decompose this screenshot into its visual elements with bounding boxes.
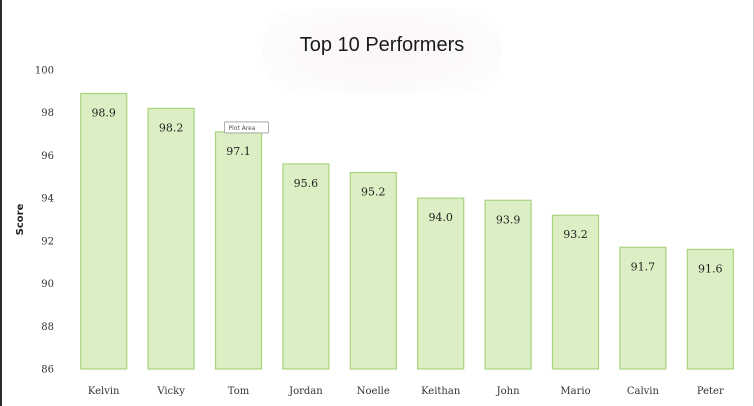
tooltip-box (224, 121, 269, 134)
data-label: 93.9 (496, 213, 521, 226)
bar-noelle[interactable] (349, 171, 397, 370)
x-tick-label: Jordan (288, 386, 323, 397)
data-label: 94.0 (428, 211, 453, 224)
bar-vicky[interactable] (147, 107, 195, 370)
tooltip-text: Plot Area (229, 125, 256, 132)
data-label: 95.2 (361, 186, 386, 199)
x-axis: Kelvin Vicky Tom Jordan Noelle Keithan John Mar… (88, 386, 724, 397)
bar-john[interactable] (484, 199, 532, 370)
bars-group: 98.9 98.2 97.1 95.6 95.2 94.0 93.9 93.2 91.7 91.6 (80, 92, 734, 370)
data-label: 93.2 (563, 228, 588, 241)
data-label: 91.7 (631, 260, 656, 273)
bar-tom[interactable] (214, 131, 263, 370)
data-label: 97.1 (226, 145, 251, 158)
data-label: 91.6 (698, 262, 723, 275)
bar-keithan[interactable] (417, 197, 465, 370)
y-tick-label: 100 (35, 66, 54, 77)
chart-title: Top 10 Performers (299, 34, 465, 56)
bar-kelvin[interactable] (80, 92, 128, 370)
x-tick-label: Mario (560, 386, 590, 397)
x-tick-label: John (496, 386, 520, 397)
x-tick-label: Peter (697, 386, 724, 397)
tooltip: Plot Area (224, 121, 269, 134)
bar-peter[interactable] (686, 248, 734, 370)
data-label: 95.6 (294, 177, 319, 190)
x-tick-label: Kelvin (88, 386, 120, 397)
y-tick-label: 88 (41, 322, 54, 333)
title-area: Top 10 Performers (262, 8, 502, 94)
x-tick-label: Tom (228, 386, 250, 397)
y-axis-title: Score (15, 203, 26, 235)
data-label: 98.2 (159, 121, 184, 134)
x-tick-label: Keithan (421, 386, 461, 397)
y-tick-label: 98 (41, 108, 54, 119)
y-tick-label: 90 (41, 279, 54, 290)
x-tick-label: Vicky (156, 386, 185, 397)
y-tick-label: 96 (41, 151, 54, 162)
x-tick-label: Noelle (357, 386, 390, 397)
bar-jordan[interactable] (282, 163, 330, 370)
y-axis: 86 88 90 92 94 96 98 100 (35, 66, 54, 376)
bar-calvin[interactable] (619, 246, 667, 370)
x-tick-label: Calvin (627, 386, 660, 397)
bar-mario[interactable] (551, 214, 600, 370)
y-tick-label: 92 (41, 236, 54, 247)
y-tick-label: 86 (41, 365, 54, 376)
data-label: 98.9 (91, 106, 116, 119)
y-tick-label: 94 (41, 194, 54, 205)
